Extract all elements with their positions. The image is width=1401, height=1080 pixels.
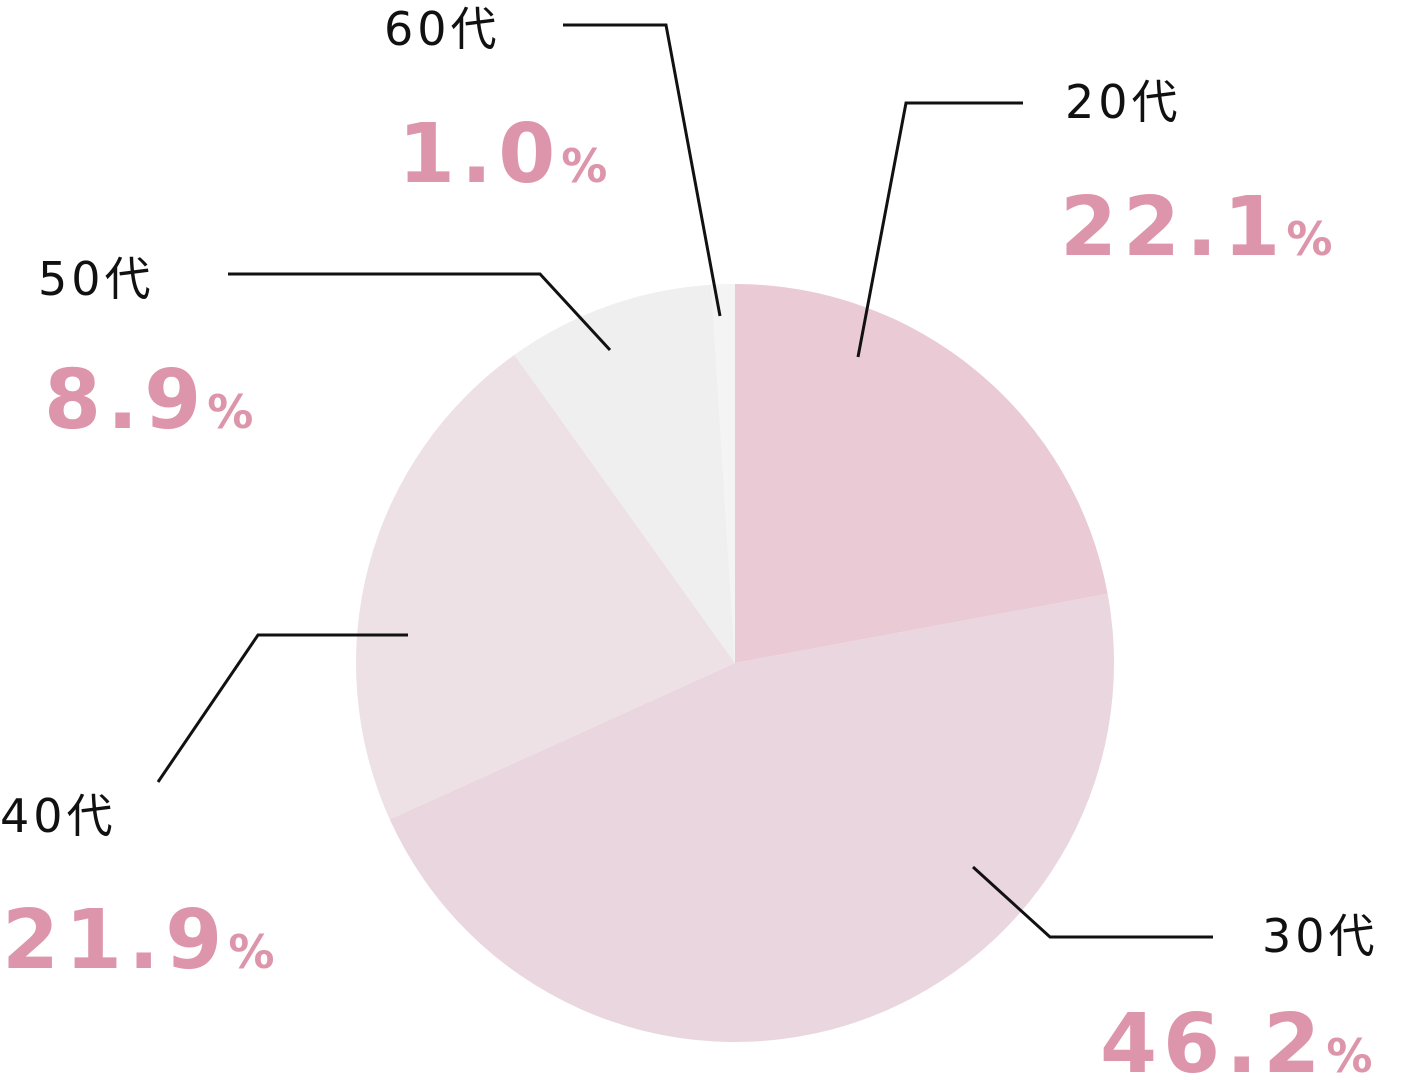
- value-unit: %: [561, 139, 607, 193]
- value-unit: %: [1326, 1029, 1372, 1080]
- leader-line: [156, 633, 408, 783]
- pie-slice: [514, 284, 735, 663]
- category-label: 20代: [1065, 75, 1182, 129]
- pie-slice: [355, 354, 735, 820]
- value-number: 21.9: [2, 893, 228, 988]
- value-number: 1.0: [398, 107, 561, 202]
- value-number: 22.1: [1060, 180, 1286, 275]
- value-label: 22.1%: [1060, 180, 1332, 275]
- value-unit: %: [1286, 212, 1332, 266]
- pie-slice: [711, 284, 735, 663]
- leader-line: [856, 101, 1023, 358]
- leader-line: [228, 272, 612, 352]
- value-label: 8.9%: [44, 353, 253, 448]
- category-label: 60代: [384, 2, 501, 56]
- leader-line: [563, 23, 722, 317]
- pie-slice: [389, 593, 1115, 1043]
- value-unit: %: [228, 925, 274, 979]
- value-label: 46.2%: [1100, 997, 1372, 1080]
- value-label: 1.0%: [398, 107, 607, 202]
- category-label: 40代: [0, 789, 117, 843]
- leader-line: [971, 865, 1213, 939]
- value-label: 21.9%: [2, 893, 274, 988]
- value-unit: %: [207, 385, 253, 439]
- category-label: 50代: [38, 252, 155, 306]
- pie-slice: [735, 284, 1108, 663]
- value-number: 8.9: [44, 353, 207, 448]
- value-number: 46.2: [1100, 997, 1326, 1080]
- category-label: 30代: [1262, 909, 1379, 963]
